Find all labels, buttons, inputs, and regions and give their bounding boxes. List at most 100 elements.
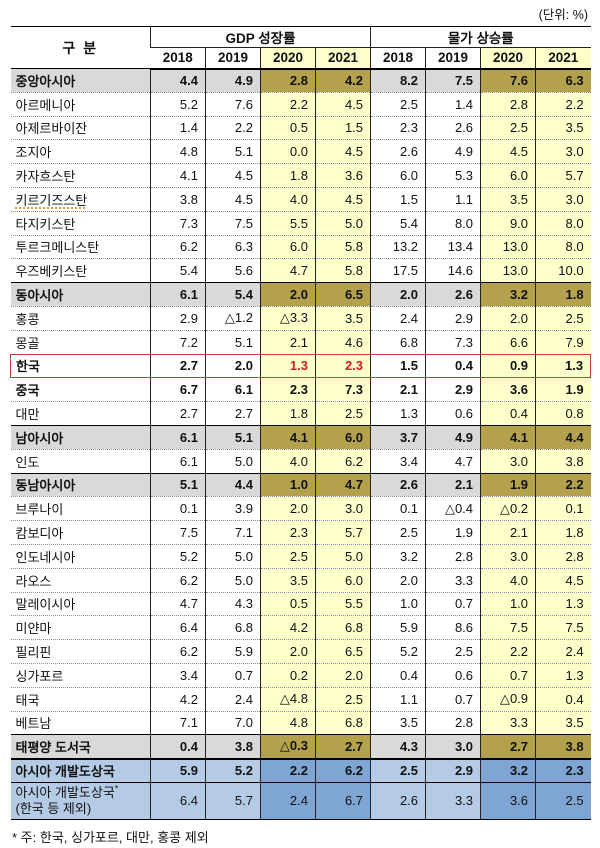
value-cell: 6.1 [150,448,206,474]
value-cell: 1.4 [150,115,206,140]
value-cell: 1.8 [535,282,591,307]
value-cell: 2.5 [314,686,371,712]
table-row: 아르메니아 5.2 7.6 2.2 4.5 2.5 1.4 2.8 2.2 [10,91,591,117]
value-cell: 2.5 [370,520,426,545]
table-row: 키르기즈스탄 3.8 4.5 4.0 4.5 1.5 1.1 3.5 3.0 [10,186,591,212]
row-label: 아시아 개발도상국* (한국 등 제외) [10,781,151,820]
value-cell: 5.6 [205,258,261,283]
value-cell: 2.0 [370,567,426,593]
row-label: 태국 [10,686,151,712]
value-cell: 2.8 [260,68,316,93]
value-cell: 2.6 [370,139,426,164]
value-cell: 3.7 [370,424,426,450]
year-header: 2021 [535,47,591,70]
value-cell: 6.7 [314,781,371,820]
row-label: 인도네시아 [10,543,151,569]
value-cell: 7.6 [205,91,261,117]
value-cell: 0.2 [260,662,316,688]
year-header: 2018 [370,47,426,70]
value-cell: 7.2 [150,329,206,355]
value-cell: 3.8 [535,448,591,474]
value-cell: 5.9 [150,757,206,783]
value-cell: 6.3 [535,68,591,93]
row-label: 캄보디아 [10,520,151,545]
value-cell: 3.5 [535,710,591,735]
value-cell: 2.2 [480,639,536,664]
value-cell: 1.5 [314,115,371,140]
value-cell: 7.5 [150,520,206,545]
value-cell: 4.0 [260,186,316,212]
value-cell: 2.9 [425,377,481,402]
value-cell: 2.0 [205,353,261,379]
value-cell: 6.0 [314,567,371,593]
table-body: 중앙아시아 4.4 4.9 2.8 4.2 8.2 7.5 7.6 6.3 아르메니아 5.2 7.6… [10,68,592,820]
value-cell: 3.2 [480,282,536,307]
value-cell: △4.8 [260,686,316,712]
value-cell: 2.1 [425,472,481,497]
value-cell: 6.6 [480,329,536,355]
value-cell: 3.0 [480,448,536,474]
value-cell: 1.8 [260,163,316,188]
value-cell: 3.5 [260,567,316,593]
year-header-row: 2018 2019 2020 2021 2018 2019 2020 2021 [11,47,591,70]
value-cell: 3.0 [480,543,536,569]
value-cell: 5.7 [205,781,261,820]
value-cell: 2.6 [370,781,426,820]
value-cell: 4.2 [260,615,316,640]
value-cell: 0.4 [425,353,481,379]
value-cell: 5.1 [205,424,261,450]
value-cell: 2.6 [425,282,481,307]
row-label: 라오스 [10,567,151,593]
value-cell: 1.0 [260,472,316,497]
value-cell: 1.1 [370,686,426,712]
row-label: 한국 [10,353,151,379]
column-group-cpi: 물가 상승률 [370,26,591,48]
value-cell: 2.8 [480,91,536,117]
value-cell: 4.4 [535,424,591,450]
table-row: 베트남 7.1 7.0 4.8 6.8 3.5 2.8 3.3 3.5 [10,710,591,735]
value-cell: 2.2 [205,115,261,140]
value-cell: 3.9 [205,496,261,521]
table-row: 라오스 6.2 5.0 3.5 6.0 2.0 3.3 4.0 4.5 [10,567,591,593]
gdp-inflation-table: 구 분 GDP 성장률 물가 상승률 2018 2019 2020 2021 2… [10,26,592,820]
value-cell: 1.3 [535,591,591,616]
value-cell: 4.5 [314,139,371,164]
value-cell: 6.1 [150,282,206,307]
value-cell: 7.5 [425,68,481,93]
value-cell: 1.9 [535,377,591,402]
value-cell: 2.4 [535,639,591,664]
row-label: 남아시아 [10,424,151,450]
table-row: 중앙아시아 4.4 4.9 2.8 4.2 8.2 7.5 7.6 6.3 [10,68,591,93]
row-label: 카자흐스탄 [10,163,151,188]
value-cell: 2.2 [535,472,591,497]
value-cell: 2.5 [314,401,371,426]
value-cell: 2.6 [370,472,426,497]
row-label: 미얀마 [10,615,151,640]
value-cell: 8.0 [535,210,591,236]
value-cell: 3.6 [314,163,371,188]
value-cell: 0.4 [370,662,426,688]
value-cell: 0.4 [535,686,591,712]
value-cell: 2.0 [314,662,371,688]
value-cell: 5.9 [370,615,426,640]
value-cell: 4.5 [480,139,536,164]
value-cell: 2.7 [150,401,206,426]
value-cell: 6.2 [150,234,206,259]
value-cell: 0.5 [260,115,316,140]
value-cell: △0.4 [425,496,481,521]
value-cell: 1.3 [260,353,316,379]
table-row: 인도네시아 5.2 5.0 2.5 5.0 3.2 2.8 3.0 2.8 [10,543,591,569]
row-label: 태평양 도서국 [10,734,151,759]
value-cell: 4.2 [150,686,206,712]
value-cell: 6.0 [314,424,371,450]
value-cell: 2.8 [425,710,481,735]
value-cell: 2.5 [370,91,426,117]
table-row: 브루나이 0.1 3.9 2.0 3.0 0.1 △0.4 △0.2 0.1 [10,496,591,521]
row-label: 대만 [10,401,151,426]
value-cell: 4.7 [314,472,371,497]
row-label: 아제르바이잔 [10,115,151,140]
value-cell: 3.0 [535,139,591,164]
year-header: 2020 [480,47,536,70]
value-cell: 2.7 [150,353,206,379]
value-cell: 4.9 [205,68,261,93]
